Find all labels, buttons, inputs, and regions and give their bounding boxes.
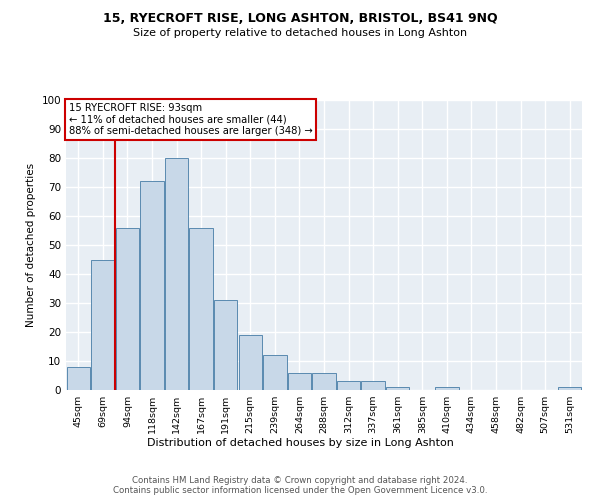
- Text: Contains HM Land Registry data © Crown copyright and database right 2024.
Contai: Contains HM Land Registry data © Crown c…: [113, 476, 487, 495]
- Bar: [67, 367, 90, 390]
- Bar: [558, 387, 581, 390]
- Bar: [190, 228, 213, 390]
- Bar: [337, 382, 360, 390]
- Bar: [214, 300, 238, 390]
- Bar: [288, 372, 311, 390]
- Bar: [386, 387, 409, 390]
- Bar: [435, 387, 458, 390]
- Text: Distribution of detached houses by size in Long Ashton: Distribution of detached houses by size …: [146, 438, 454, 448]
- Bar: [140, 181, 164, 390]
- Y-axis label: Number of detached properties: Number of detached properties: [26, 163, 36, 327]
- Bar: [91, 260, 115, 390]
- Bar: [263, 355, 287, 390]
- Text: 15 RYECROFT RISE: 93sqm
← 11% of detached houses are smaller (44)
88% of semi-de: 15 RYECROFT RISE: 93sqm ← 11% of detache…: [68, 103, 313, 136]
- Text: 15, RYECROFT RISE, LONG ASHTON, BRISTOL, BS41 9NQ: 15, RYECROFT RISE, LONG ASHTON, BRISTOL,…: [103, 12, 497, 26]
- Text: Size of property relative to detached houses in Long Ashton: Size of property relative to detached ho…: [133, 28, 467, 38]
- Bar: [116, 228, 139, 390]
- Bar: [313, 372, 335, 390]
- Bar: [165, 158, 188, 390]
- Bar: [361, 382, 385, 390]
- Bar: [239, 335, 262, 390]
